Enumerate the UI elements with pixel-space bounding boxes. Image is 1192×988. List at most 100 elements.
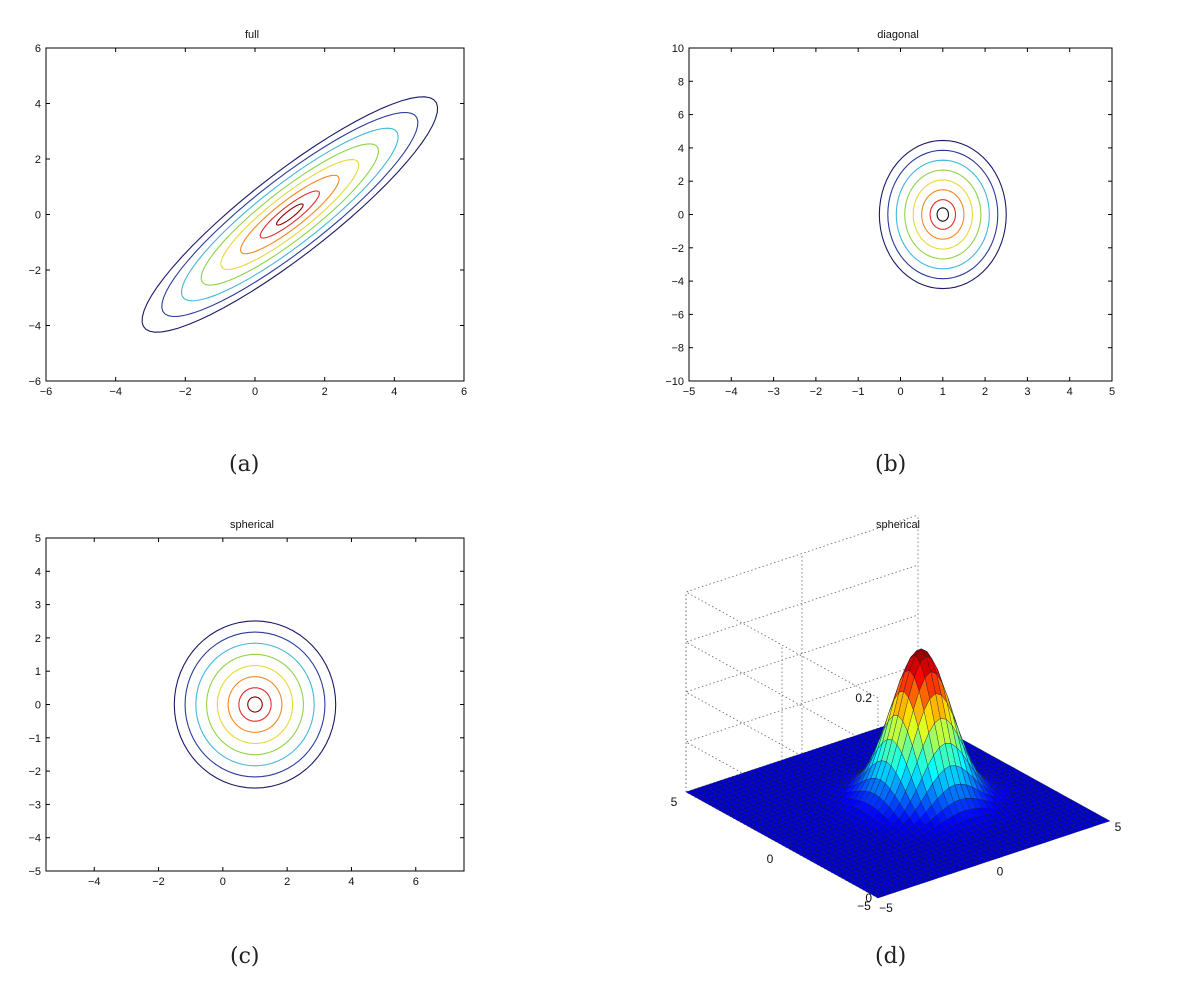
- xtick-label: 6: [413, 876, 419, 888]
- xtick-label: 0: [220, 876, 226, 888]
- contour-line: [227, 676, 283, 733]
- xtick-label-3d: 0: [997, 865, 1004, 879]
- contour-line: [141, 96, 439, 333]
- ztick-label: 0.2: [855, 691, 872, 705]
- ytick-label: 6: [35, 43, 41, 55]
- xtick-label: 2: [284, 876, 290, 888]
- title-spherical-c: spherical: [230, 519, 274, 531]
- ztick-label: 0: [865, 891, 872, 905]
- contour-line: [173, 620, 337, 789]
- ytick-label: −8: [671, 343, 684, 355]
- xtick-label: −2: [179, 386, 192, 398]
- ytick-label: 8: [678, 76, 684, 88]
- xtick-label: 0: [897, 386, 903, 398]
- ytick-label: −2: [28, 265, 41, 277]
- xtick-label: 0: [252, 386, 258, 398]
- surface-patch: [1098, 818, 1111, 824]
- xtick-label: −4: [88, 876, 101, 888]
- ticks-a: −6 −4 −2 0 2 4 6 −6 −4 −2 0 2 4 6: [28, 43, 467, 398]
- xtick-label: 4: [348, 876, 354, 888]
- xtick-label: 2: [322, 386, 328, 398]
- ytick-label: 0: [678, 210, 684, 222]
- xtick-label: −4: [109, 386, 122, 398]
- contour-line: [887, 149, 999, 280]
- panel-a-full: full −6 −4 −2 0 2 4 6 −6 −4 −2 0 2 4 6: [28, 29, 467, 398]
- contour-line: [259, 190, 320, 239]
- ytick-label: −4: [28, 833, 41, 845]
- ytick-label: −10: [665, 376, 684, 388]
- ytick-label: −5: [28, 866, 41, 878]
- panel-d-surface: spherical 00.050.10.150.2 −505−505: [671, 514, 1122, 915]
- ytick-label: 2: [35, 633, 41, 645]
- contour-line: [180, 127, 399, 302]
- ytick-label: −4: [28, 321, 41, 333]
- xtick-label: 6: [461, 386, 467, 398]
- xtick-label-3d: 5: [1115, 820, 1122, 834]
- caption-c: (c): [230, 944, 260, 969]
- xtick-label: −3: [767, 386, 780, 398]
- title-full: full: [245, 29, 259, 41]
- xtick-label: 4: [391, 386, 397, 398]
- axes-box-b: [688, 47, 1113, 382]
- ytick-label: 0: [35, 210, 41, 222]
- grid-line: [685, 564, 919, 749]
- grid-line: [685, 514, 919, 699]
- ytick-label: 4: [35, 566, 41, 578]
- xtick-label: 2: [982, 386, 988, 398]
- ytick-label: −3: [28, 799, 41, 811]
- xtick-label: −2: [810, 386, 823, 398]
- ytick-label: 3: [35, 600, 41, 612]
- contour-line-inner: [936, 207, 950, 222]
- contour-line: [904, 169, 982, 260]
- title-spherical-d: spherical: [876, 519, 920, 531]
- ytick-label: 5: [35, 533, 41, 545]
- contour-line: [195, 642, 315, 767]
- contours-a: [141, 96, 439, 333]
- panel-c-spherical: spherical −4 −2 0 2 4 6 −5 −4 −3 −2 −1 0 1 2 3 4 5: [28, 519, 465, 888]
- caption-b: (b): [875, 452, 907, 477]
- ytick-label: 1: [35, 666, 41, 678]
- ticks-c: −4 −2 0 2 4 6 −5 −4 −3 −2 −1 0 1 2 3 4 5: [28, 533, 464, 888]
- ytick-label-3d: 0: [767, 852, 774, 866]
- contour-line: [200, 143, 380, 286]
- xtick-label: 1: [940, 386, 946, 398]
- contour-line-inner: [247, 696, 263, 713]
- contours-c: [173, 620, 337, 789]
- ytick-label: 2: [35, 154, 41, 166]
- axes-box-a: [45, 47, 465, 382]
- contour-line: [912, 179, 973, 250]
- contour-line: [895, 159, 990, 270]
- ytick-label: 4: [678, 143, 684, 155]
- xtick-label: −1: [852, 386, 865, 398]
- ytick-label: 4: [35, 99, 41, 111]
- xtick-label: −6: [40, 386, 53, 398]
- contours-b: [878, 139, 1007, 290]
- contour-line: [161, 111, 419, 318]
- xtick-label: 5: [1109, 386, 1115, 398]
- xtick-label: −2: [152, 876, 165, 888]
- contour-line: [216, 664, 294, 745]
- ytick-label: 10: [672, 43, 684, 55]
- contour-line: [240, 174, 340, 255]
- contour-line: [220, 159, 360, 270]
- ytick-label: −2: [28, 766, 41, 778]
- ytick-label: −2: [671, 243, 684, 255]
- ytick-label: 6: [678, 110, 684, 122]
- ytick-label: −1: [28, 733, 41, 745]
- contour-line: [878, 139, 1007, 290]
- ytick-label: 0: [35, 700, 41, 712]
- xtick-label: 4: [1067, 386, 1073, 398]
- contour-line: [929, 199, 957, 230]
- surface-mesh: [685, 648, 1111, 899]
- caption-d: (d): [875, 944, 907, 969]
- xtick-label: −5: [683, 386, 696, 398]
- axes-box-c: [45, 537, 465, 872]
- contour-line: [921, 189, 965, 240]
- caption-a: (a): [229, 452, 260, 477]
- panel-b-diagonal: diagonal −5 −4 −3 −2 −1 0 1 2 3 4 5−10−8−6−4−20246…: [665, 29, 1115, 398]
- contour-line: [184, 631, 326, 778]
- ytick-label: −6: [28, 376, 41, 388]
- ytick-label-3d: 5: [671, 795, 678, 809]
- xtick-label: 3: [1024, 386, 1030, 398]
